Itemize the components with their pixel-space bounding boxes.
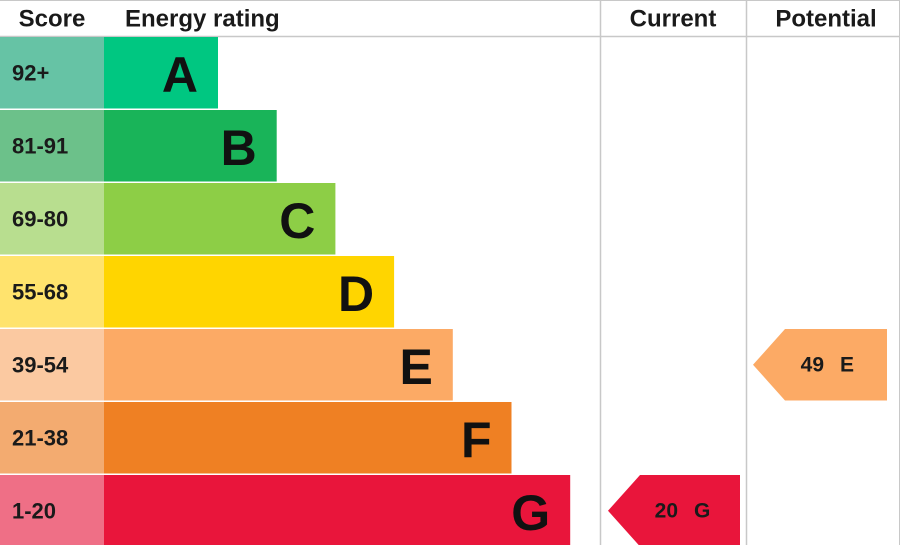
score-label: 55-68 xyxy=(12,279,68,304)
score-cell xyxy=(0,475,104,545)
potential-value: 49 xyxy=(801,353,824,376)
rating-bar xyxy=(104,475,571,545)
score-label: 69-80 xyxy=(12,206,68,231)
score-cell xyxy=(0,183,104,255)
score-cell xyxy=(0,110,104,182)
rating-bar xyxy=(104,183,336,255)
potential-letter: E xyxy=(840,353,854,376)
rating-letter: D xyxy=(338,266,374,322)
header: Score xyxy=(19,6,86,33)
score-cell xyxy=(0,37,104,109)
header: Current xyxy=(630,6,717,33)
score-label: 81-91 xyxy=(12,133,68,158)
rating-letter: B xyxy=(221,120,257,176)
current-value: 20 xyxy=(655,499,678,522)
rating-bar xyxy=(104,37,218,109)
potential-arrow xyxy=(753,329,887,401)
rating-letter: E xyxy=(399,339,432,395)
current-arrow xyxy=(608,475,740,545)
rating-letter: G xyxy=(511,485,550,541)
rating-bar xyxy=(104,256,395,328)
rating-bar xyxy=(104,110,277,182)
score-cell xyxy=(0,402,104,474)
score-cell xyxy=(0,329,104,401)
current-letter: G xyxy=(694,499,710,522)
score-cell xyxy=(0,256,104,328)
rating-letter: A xyxy=(162,47,198,103)
rating-bar xyxy=(104,329,453,401)
score-label: 1-20 xyxy=(12,498,56,523)
header: Potential xyxy=(775,6,876,33)
score-label: 39-54 xyxy=(12,352,69,377)
header: Energy rating xyxy=(125,6,280,33)
rating-letter: C xyxy=(279,193,315,249)
score-label: 92+ xyxy=(12,60,49,85)
rating-bar xyxy=(104,402,512,474)
score-label: 21-38 xyxy=(12,425,68,450)
rating-letter: F xyxy=(461,412,492,468)
